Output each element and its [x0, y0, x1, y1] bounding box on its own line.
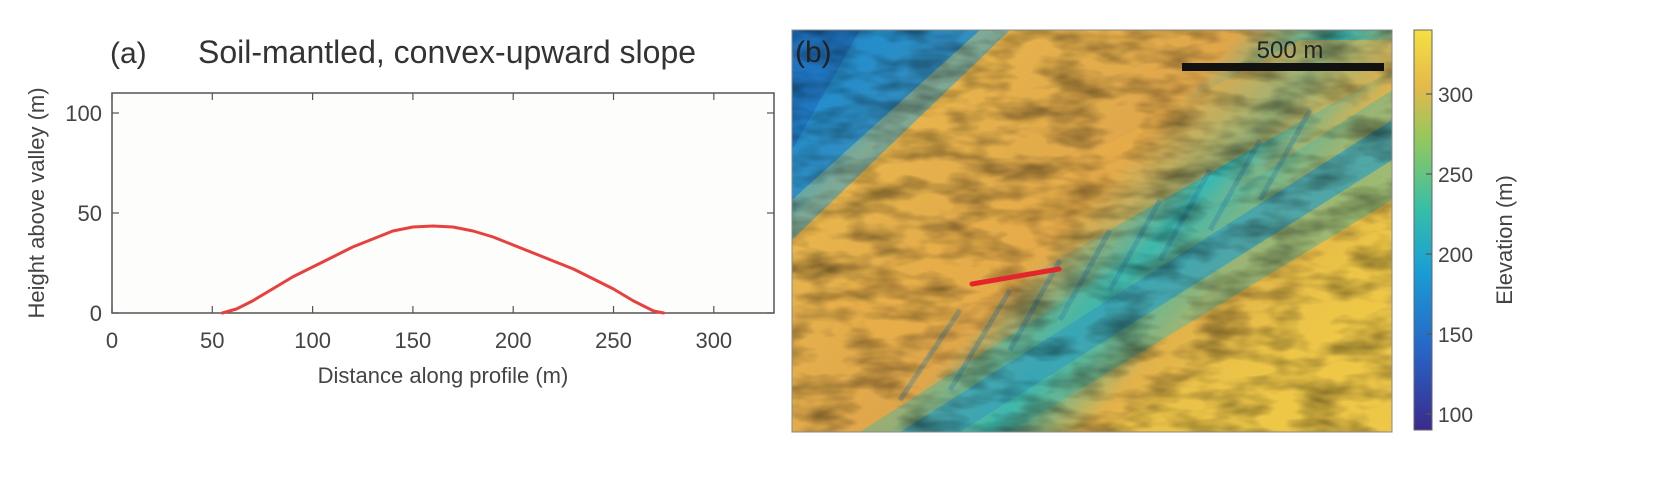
- x-tick-label: 0: [106, 328, 118, 353]
- profile-chart: (a) Soil-mantled, convex-upward slope 0 5…: [24, 34, 775, 388]
- colorbar-ticks: 100 150 200 250 300: [1426, 84, 1473, 427]
- colorbar-tick-label: 250: [1438, 164, 1473, 187]
- y-tick-label: 100: [65, 101, 102, 126]
- panel-b-label: (b): [795, 36, 832, 69]
- y-tick-label: 50: [78, 201, 102, 226]
- x-tick-label: 300: [695, 328, 732, 353]
- chart-title: Soil-mantled, convex-upward slope: [198, 34, 696, 70]
- x-tick-label: 150: [395, 328, 432, 353]
- scale-bar: [1182, 63, 1384, 71]
- colorbar-tick-label: 150: [1438, 324, 1473, 347]
- panel-a-label: (a): [110, 37, 147, 70]
- colorbar-tick-label: 300: [1438, 84, 1473, 107]
- x-tick-label: 250: [595, 328, 632, 353]
- y-axis-label: Height above valley (m): [24, 87, 49, 318]
- x-tick-label: 200: [495, 328, 532, 353]
- axis-ticks: 0 50 100 150 200 250 300 0 50 100: [65, 93, 774, 353]
- elevation-map: [792, 30, 1392, 432]
- scale-bar-label: 500 m: [1257, 37, 1324, 64]
- colorbar: [1413, 29, 1433, 431]
- x-tick-label: 100: [294, 328, 331, 353]
- x-axis-label: Distance along profile (m): [318, 363, 569, 388]
- profile-line: [220, 224, 666, 315]
- plot-area: [111, 92, 775, 314]
- colorbar-tick-label: 100: [1438, 404, 1473, 427]
- colorbar-tick-label: 200: [1438, 244, 1473, 267]
- y-tick-label: 0: [90, 301, 102, 326]
- x-tick-label: 50: [200, 328, 224, 353]
- profile-line-marker: [969, 266, 1062, 287]
- colorbar-label: Elevation (m): [1492, 175, 1517, 305]
